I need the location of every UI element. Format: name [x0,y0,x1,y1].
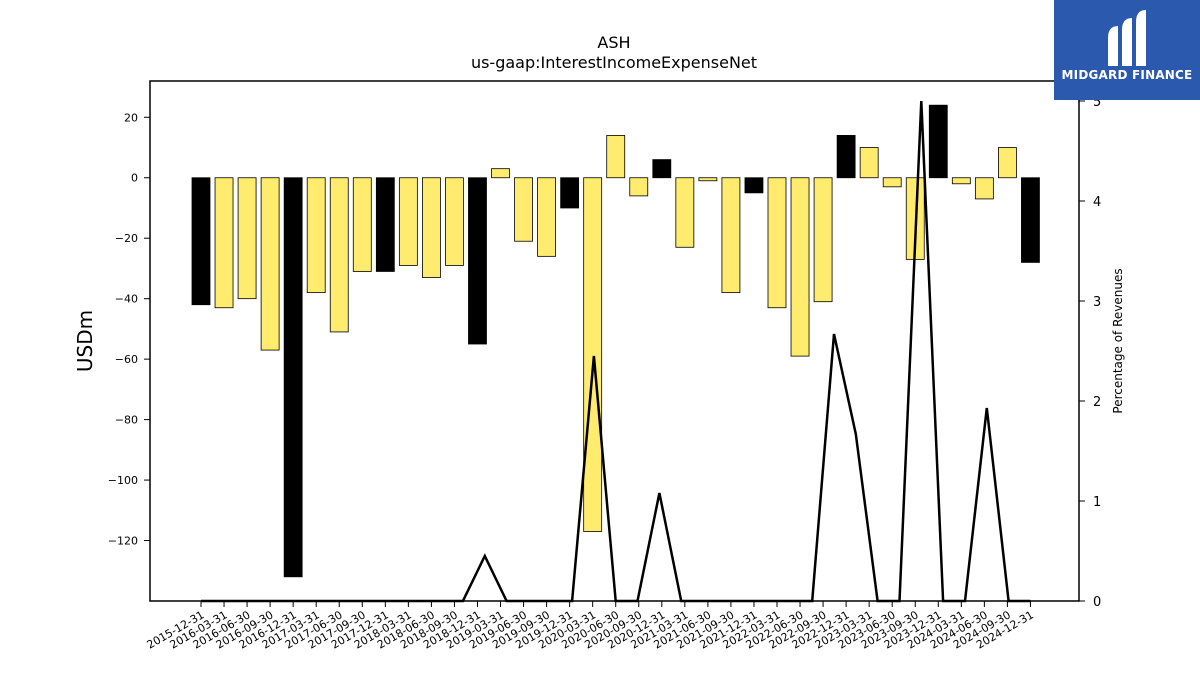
x-axis-ticks: 2015-12-312016-03-312016-06-302016-09-30… [145,601,1036,652]
right-axis-ticks: 0 1 2 3 4 5 [1079,95,1101,610]
bar [283,177,303,578]
y-tick-label: −40 [115,293,138,306]
y-tick-label: −60 [115,353,138,366]
brand-name: MIDGARD FINANCE [1061,68,1193,82]
bar [652,159,672,179]
bar [882,177,902,188]
bar [560,177,580,209]
y-tick-label: −120 [108,535,138,548]
y-tick-label: −80 [115,414,138,427]
bar [421,177,441,278]
bar [928,104,948,179]
bar [998,147,1017,179]
bar [491,168,510,179]
bar [237,177,257,300]
bar [514,177,533,242]
bar [191,177,211,306]
y-axis-label: USDm [73,310,97,372]
chart-title: ASH [597,33,630,52]
bar [398,177,418,266]
bar [974,177,994,200]
midgard-logo-icon [1108,10,1146,66]
y2-tick-label: 2 [1093,395,1101,410]
bar [468,177,487,345]
bar [352,177,372,272]
bar [767,177,787,309]
bar [675,177,695,248]
y2-tick-label: 4 [1093,195,1101,210]
y2-axis-label: Percentage of Revenues [1111,268,1125,413]
bar [375,177,395,272]
plot-frame [149,80,1080,602]
bar [583,177,603,532]
bar [260,177,280,351]
bar [329,177,349,333]
bar [744,177,764,194]
bar [606,135,626,179]
y-tick-label: 0 [131,172,138,185]
y2-tick-label: 5 [1093,95,1101,110]
bar [951,177,971,185]
y-tick-label: 20 [124,111,138,124]
y2-tick-label: 0 [1093,595,1101,610]
y-tick-label: −100 [108,474,138,487]
left-axis-ticks: 20 0 −20 −40 −60 −80 −100 −120 [108,111,150,548]
bar [629,177,649,197]
bar [537,177,556,257]
bar [214,177,234,309]
bar [790,177,810,357]
bar [306,177,326,294]
y2-tick-label: 1 [1093,495,1101,510]
bar [721,177,741,294]
bar [813,177,833,303]
y-tick-label: −20 [115,232,138,245]
bar [859,147,879,179]
bar [836,135,856,179]
bar [1021,177,1040,263]
brand-logo: MIDGARD FINANCE [1054,0,1200,100]
bar [445,177,464,266]
bar [698,177,718,182]
chart-subtitle: us-gaap:InterestIncomeExpenseNet [471,53,757,72]
bar-series [191,104,1040,578]
y2-tick-label: 3 [1093,295,1101,310]
